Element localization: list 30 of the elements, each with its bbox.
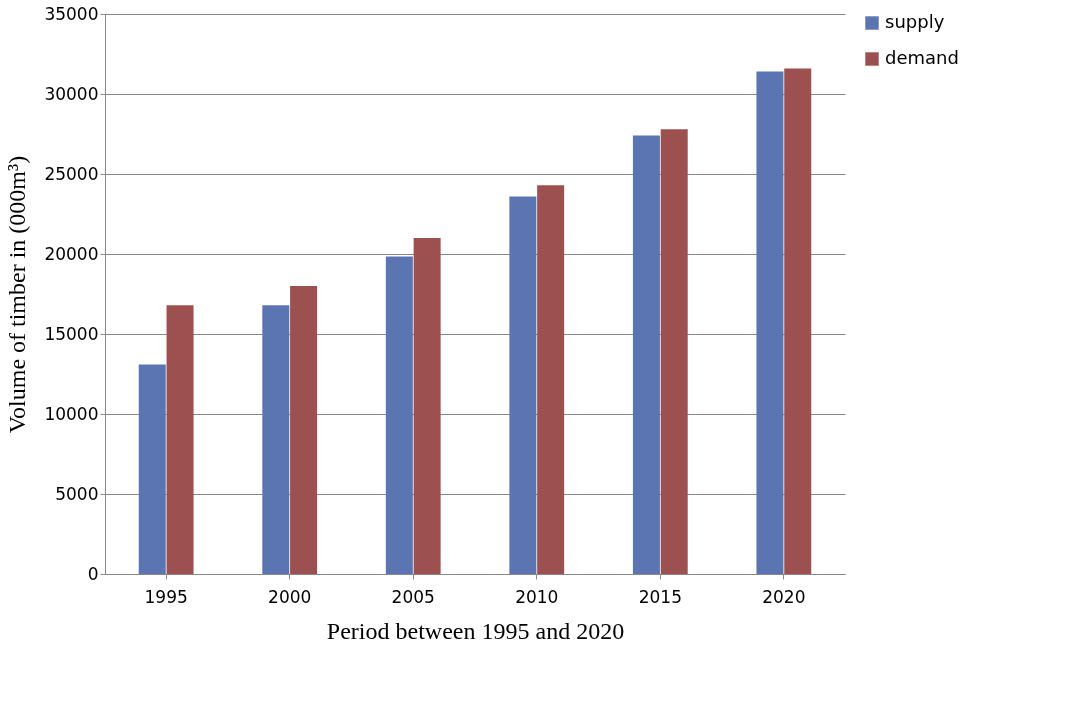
bar [262, 305, 290, 574]
x-tick-label: 2010 [515, 586, 559, 607]
bar [385, 256, 413, 574]
x-tick-label: 2005 [391, 586, 435, 607]
x-axis-title: Period between 1995 and 2020 [326, 617, 625, 644]
bar [290, 286, 318, 574]
bar [660, 129, 688, 574]
bar [756, 71, 784, 574]
bar [413, 238, 441, 574]
y-tick-label: 15000 [44, 323, 99, 344]
bar [138, 364, 166, 574]
y-tick-label: 5000 [55, 483, 99, 504]
bar [537, 185, 565, 574]
x-tick-label: 2000 [268, 586, 312, 607]
x-tick-label: 2015 [638, 586, 682, 607]
y-tick-label: 30000 [44, 83, 99, 104]
x-tick-label: 2020 [762, 586, 806, 607]
bar [632, 135, 660, 574]
y-tick-label: 25000 [44, 163, 99, 184]
bar [166, 305, 194, 574]
y-tick-label: 0 [87, 563, 99, 584]
y-tick-label: 20000 [44, 243, 99, 264]
legend-label: supply [885, 11, 945, 32]
y-axis-title: Volume of timber in (000m³) [4, 155, 31, 434]
x-tick-label: 1995 [144, 586, 188, 607]
bar [784, 68, 812, 574]
bar [509, 196, 537, 574]
legend-label: demand [885, 47, 959, 68]
y-tick-label: 35000 [44, 3, 99, 24]
y-tick-label: 10000 [44, 403, 99, 424]
